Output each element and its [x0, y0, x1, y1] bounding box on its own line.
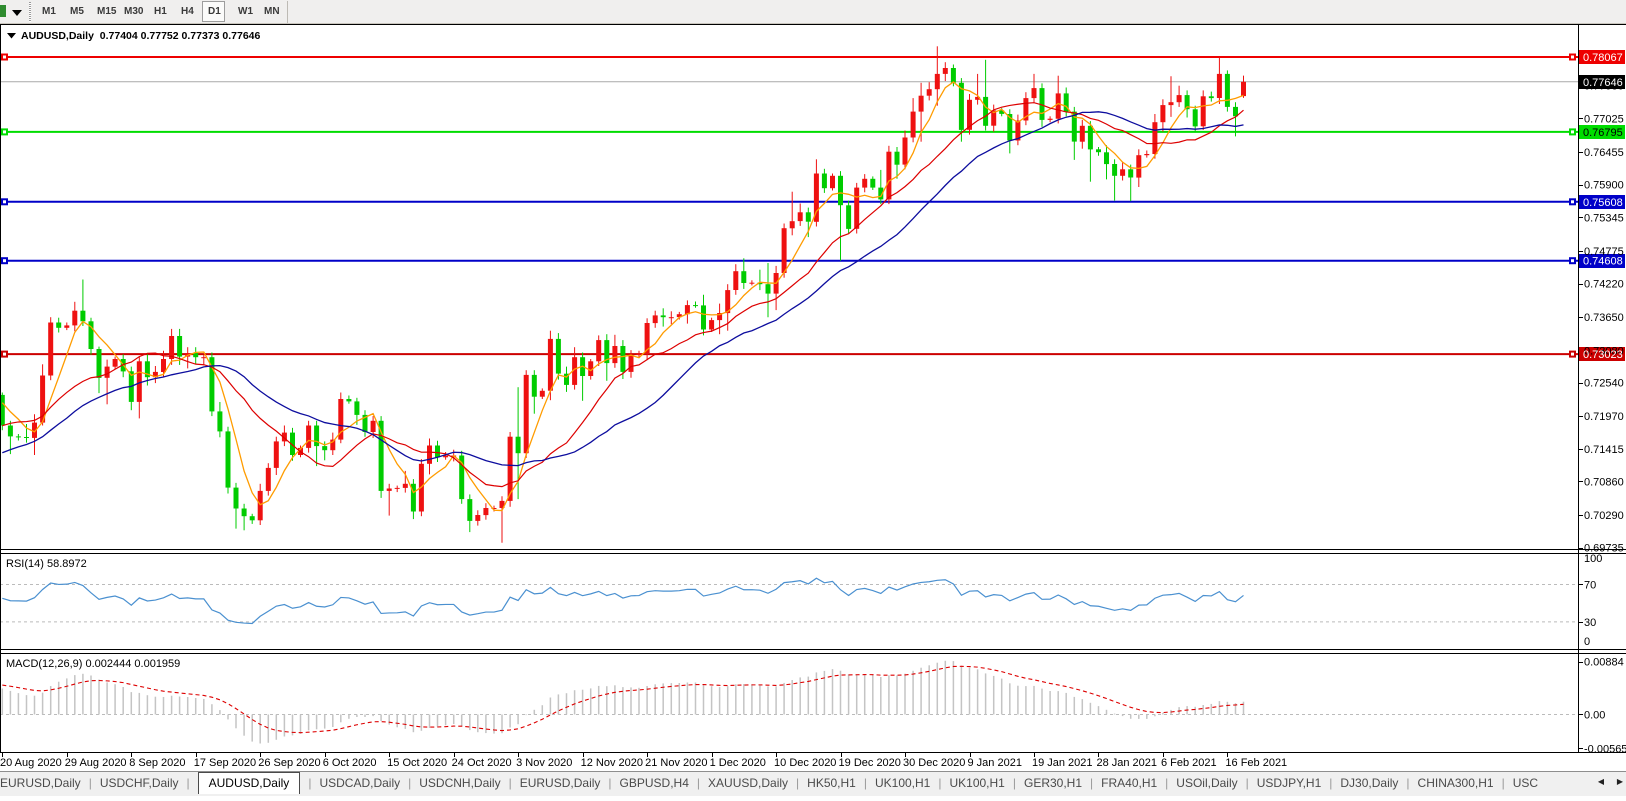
svg-text:6 Oct 2020: 6 Oct 2020 [323, 757, 377, 769]
svg-text:19 Jan 2021: 19 Jan 2021 [1032, 757, 1093, 769]
svg-text:12 Nov 2020: 12 Nov 2020 [581, 757, 643, 769]
svg-text:0.75345: 0.75345 [1584, 212, 1624, 224]
svg-text:1 Dec 2020: 1 Dec 2020 [710, 757, 766, 769]
svg-text:0.73080: 0.73080 [1584, 346, 1624, 358]
svg-text:21 Nov 2020: 21 Nov 2020 [645, 757, 707, 769]
svg-text:70: 70 [1584, 580, 1596, 592]
svg-text:0: 0 [1584, 636, 1590, 648]
svg-text:6 Feb 2021: 6 Feb 2021 [1161, 757, 1217, 769]
svg-text:19 Dec 2020: 19 Dec 2020 [839, 757, 901, 769]
svg-text:0.74775: 0.74775 [1584, 246, 1624, 258]
svg-text:0.75608: 0.75608 [1583, 197, 1623, 209]
svg-text:RSI(14) 58.8972: RSI(14) 58.8972 [6, 558, 87, 570]
svg-text:100: 100 [1584, 553, 1602, 565]
svg-text:0.73650: 0.73650 [1584, 312, 1624, 324]
svg-text:0.73023: 0.73023 [1583, 349, 1623, 361]
svg-text:0.69735: 0.69735 [1584, 543, 1624, 555]
svg-text:24 Oct 2020: 24 Oct 2020 [452, 757, 512, 769]
svg-text:0.74608: 0.74608 [1583, 256, 1623, 268]
svg-text:0.74220: 0.74220 [1584, 279, 1624, 291]
svg-text:16 Feb 2021: 16 Feb 2021 [1225, 757, 1287, 769]
svg-text:29 Aug 2020: 29 Aug 2020 [65, 757, 127, 769]
svg-text:20 Aug 2020: 20 Aug 2020 [0, 757, 62, 769]
svg-text:17 Sep 2020: 17 Sep 2020 [194, 757, 256, 769]
svg-text:AUDUSD,Daily 0.77404 0.77752: AUDUSD,Daily 0.77404 0.77752 0.77373 0.7… [21, 30, 260, 42]
svg-text:0.70290: 0.70290 [1584, 510, 1624, 522]
svg-text:0.70860: 0.70860 [1584, 476, 1624, 488]
svg-text:0.71970: 0.71970 [1584, 411, 1624, 423]
svg-text:0.00: 0.00 [1584, 710, 1605, 722]
svg-text:0.78067: 0.78067 [1583, 52, 1623, 64]
svg-text:0.00884: 0.00884 [1584, 657, 1624, 669]
svg-text:9 Jan 2021: 9 Jan 2021 [968, 757, 1022, 769]
svg-text:0.76795: 0.76795 [1583, 127, 1623, 139]
svg-text:26 Sep 2020: 26 Sep 2020 [258, 757, 320, 769]
svg-text:0.76455: 0.76455 [1584, 147, 1624, 159]
svg-text:8 Sep 2020: 8 Sep 2020 [129, 757, 185, 769]
svg-text:15 Oct 2020: 15 Oct 2020 [387, 757, 447, 769]
svg-text:0.77646: 0.77646 [1583, 77, 1623, 89]
svg-text:10 Dec 2020: 10 Dec 2020 [774, 757, 836, 769]
svg-text:MACD(12,26,9) 0.002444 0.00195: MACD(12,26,9) 0.002444 0.001959 [6, 658, 180, 670]
svg-text:0.75900: 0.75900 [1584, 180, 1624, 192]
svg-text:0.77025: 0.77025 [1584, 113, 1624, 125]
svg-text:3 Nov 2020: 3 Nov 2020 [516, 757, 572, 769]
svg-text:0.72540: 0.72540 [1584, 378, 1624, 390]
svg-text:0.71415: 0.71415 [1584, 444, 1624, 456]
svg-text:30 Dec 2020: 30 Dec 2020 [903, 757, 965, 769]
svg-text:-0.005651: -0.005651 [1584, 743, 1626, 755]
svg-text:30: 30 [1584, 617, 1596, 629]
svg-text:0.77580: 0.77580 [1584, 81, 1624, 93]
svg-text:28 Jan 2021: 28 Jan 2021 [1096, 757, 1157, 769]
